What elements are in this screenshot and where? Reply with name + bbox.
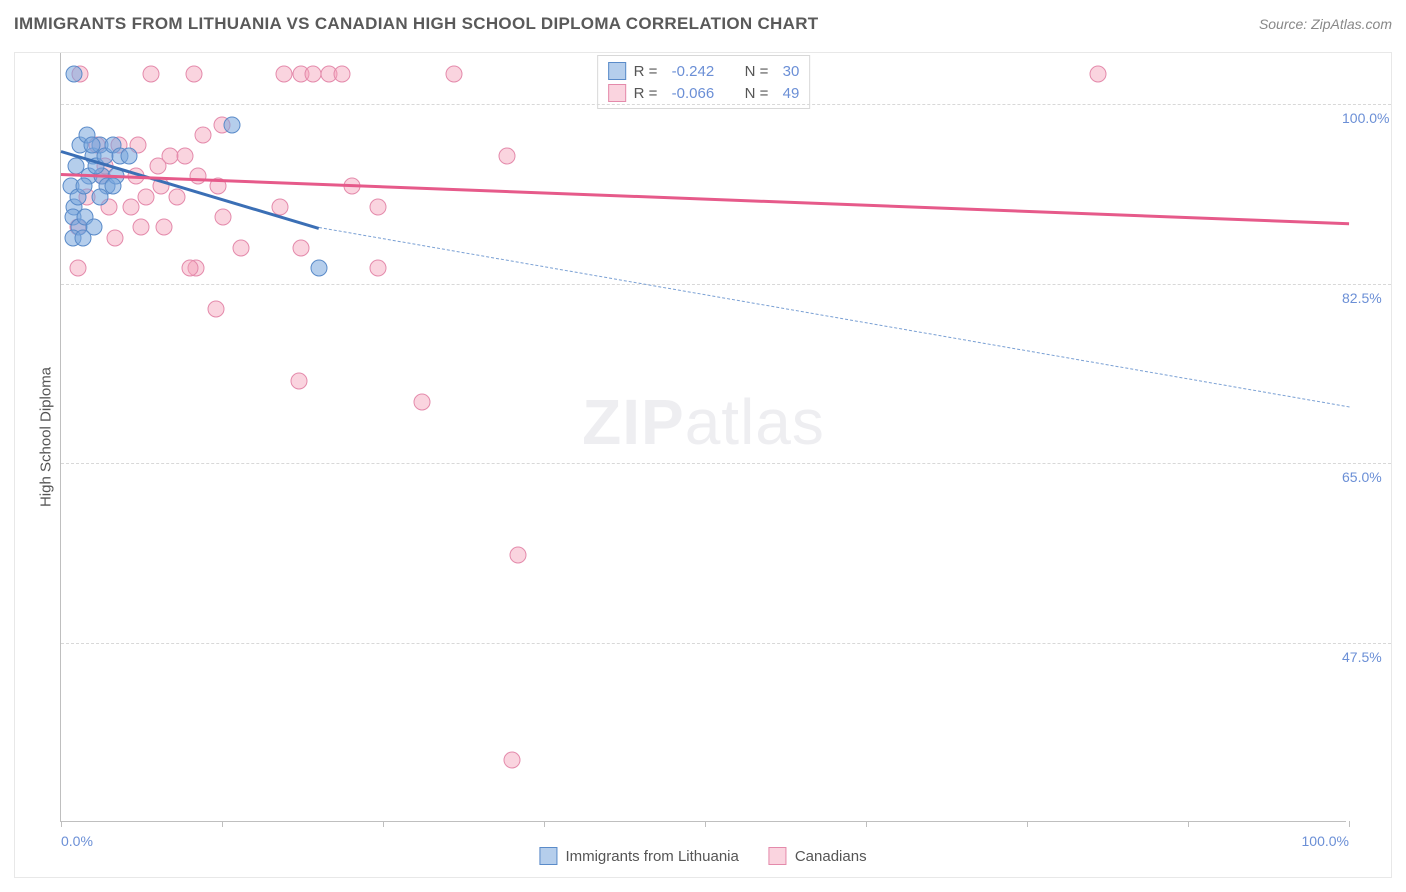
data-point — [498, 147, 515, 164]
data-point — [74, 229, 91, 246]
data-point — [215, 209, 232, 226]
data-point — [65, 65, 82, 82]
data-point — [224, 116, 241, 133]
gridline — [61, 284, 1391, 285]
series-legend-label: Immigrants from Lithuania — [565, 848, 738, 865]
data-point — [91, 188, 108, 205]
x-tick — [866, 821, 867, 827]
legend-n-value: 49 — [783, 85, 800, 102]
data-point — [445, 65, 462, 82]
data-point — [413, 393, 430, 410]
data-point — [69, 260, 86, 277]
data-point — [292, 239, 309, 256]
chart-title: IMMIGRANTS FROM LITHUANIA VS CANADIAN HI… — [14, 14, 818, 33]
legend-n-label: N = — [745, 63, 775, 80]
x-tick — [1349, 821, 1350, 827]
legend-r-label: R = — [634, 85, 664, 102]
y-tick-label: 100.0% — [1336, 110, 1391, 126]
series-legend-item: Canadians — [769, 847, 867, 865]
data-point — [156, 219, 173, 236]
gridline — [61, 643, 1391, 644]
data-point — [132, 219, 149, 236]
data-point — [291, 373, 308, 390]
x-tick — [705, 821, 706, 827]
series-legend-label: Canadians — [795, 848, 867, 865]
legend-n-value: 30 — [783, 63, 800, 80]
series-legend-item: Immigrants from Lithuania — [539, 847, 738, 865]
legend-row: R = -0.066 N = 49 — [608, 82, 800, 104]
data-point — [194, 127, 211, 144]
data-point — [369, 198, 386, 215]
trend-line — [319, 227, 1350, 407]
legend-swatch — [608, 84, 626, 102]
data-point — [185, 65, 202, 82]
x-tick — [383, 821, 384, 827]
gridline — [61, 104, 1391, 105]
data-point — [149, 157, 166, 174]
data-point — [1089, 65, 1106, 82]
data-point — [503, 752, 520, 769]
legend-swatch — [608, 62, 626, 80]
x-tick — [222, 821, 223, 827]
x-tick — [1188, 821, 1189, 827]
y-tick-label: 82.5% — [1336, 290, 1391, 306]
y-tick-label: 47.5% — [1336, 649, 1391, 665]
legend-r-label: R = — [634, 63, 664, 80]
gridline — [61, 463, 1391, 464]
data-point — [138, 188, 155, 205]
data-point — [275, 65, 292, 82]
data-point — [207, 301, 224, 318]
y-axis-label: High School Diploma — [38, 367, 55, 507]
data-point — [121, 147, 138, 164]
correlation-legend: R = -0.242 N = 30 R = -0.066 N = 49 — [597, 55, 811, 109]
data-point — [122, 198, 139, 215]
x-tick — [1027, 821, 1028, 827]
data-point — [176, 147, 193, 164]
data-point — [233, 239, 250, 256]
data-point — [310, 260, 327, 277]
series-legend: Immigrants from Lithuania Canadians — [539, 847, 866, 865]
data-point — [510, 547, 527, 564]
x-tick-label: 0.0% — [61, 833, 93, 849]
data-point — [333, 65, 350, 82]
data-point — [189, 168, 206, 185]
trend-line — [61, 173, 1349, 225]
data-point — [181, 260, 198, 277]
data-point — [168, 188, 185, 205]
data-point — [143, 65, 160, 82]
data-point — [305, 65, 322, 82]
legend-swatch — [769, 847, 787, 865]
watermark: ZIPatlas — [582, 385, 825, 459]
legend-r-value: -0.242 — [672, 63, 737, 80]
data-point — [76, 178, 93, 195]
plot-area: High School Diploma ZIPatlas R =-0.242N … — [60, 53, 1346, 822]
legend-row: R = -0.242 N = 30 — [608, 60, 800, 82]
x-tick — [544, 821, 545, 827]
chart-container: High School Diploma ZIPatlas R = -0.242 N … — [14, 52, 1392, 878]
data-point — [107, 229, 124, 246]
legend-n-label: N = — [745, 85, 775, 102]
x-tick — [61, 821, 62, 827]
y-tick-label: 65.0% — [1336, 469, 1391, 485]
source-label: Source: ZipAtlas.com — [1259, 16, 1392, 32]
legend-swatch — [539, 847, 557, 865]
legend-r-value: -0.066 — [672, 85, 737, 102]
x-tick-label: 100.0% — [1302, 833, 1349, 849]
data-point — [369, 260, 386, 277]
